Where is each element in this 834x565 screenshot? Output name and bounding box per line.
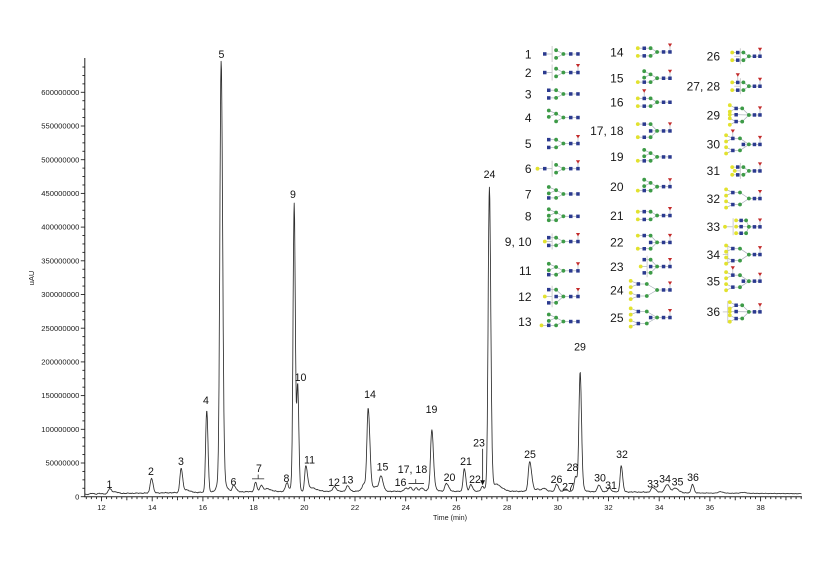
svg-text:12: 12 xyxy=(328,477,340,489)
svg-text:4: 4 xyxy=(525,111,532,125)
svg-text:11: 11 xyxy=(519,264,532,278)
svg-text:15: 15 xyxy=(610,72,624,86)
svg-text:24: 24 xyxy=(484,169,496,181)
svg-text:16: 16 xyxy=(610,96,624,110)
svg-text:7: 7 xyxy=(525,187,532,201)
svg-text:30: 30 xyxy=(594,472,606,484)
svg-text:31: 31 xyxy=(707,164,721,178)
svg-text:16: 16 xyxy=(395,477,407,489)
svg-text:150000000: 150000000 xyxy=(41,391,79,400)
svg-text:38: 38 xyxy=(756,503,764,512)
svg-text:500000000: 500000000 xyxy=(41,155,79,164)
svg-text:50000000: 50000000 xyxy=(46,459,80,468)
svg-text:14: 14 xyxy=(610,45,624,59)
svg-text:33: 33 xyxy=(707,220,721,234)
svg-text:13: 13 xyxy=(518,315,532,329)
svg-text:400000000: 400000000 xyxy=(41,223,79,232)
svg-text:35: 35 xyxy=(707,275,721,289)
svg-text:25: 25 xyxy=(610,311,624,325)
svg-text:13: 13 xyxy=(342,474,354,486)
svg-text:5: 5 xyxy=(219,49,225,61)
svg-text:17, 18: 17, 18 xyxy=(590,124,624,138)
svg-text:0: 0 xyxy=(75,492,79,501)
svg-text:10: 10 xyxy=(295,372,307,384)
svg-text:7: 7 xyxy=(256,463,262,475)
svg-text:6: 6 xyxy=(525,162,532,176)
svg-text:550000000: 550000000 xyxy=(41,122,79,131)
svg-text:300000000: 300000000 xyxy=(41,290,79,299)
svg-text:27: 27 xyxy=(562,481,574,493)
svg-text:uAU: uAU xyxy=(27,271,36,286)
svg-text:17, 18: 17, 18 xyxy=(398,464,428,476)
svg-text:32: 32 xyxy=(707,192,721,206)
svg-text:350000000: 350000000 xyxy=(41,256,79,265)
svg-text:8: 8 xyxy=(284,473,290,485)
svg-text:34: 34 xyxy=(707,248,721,262)
svg-text:450000000: 450000000 xyxy=(41,189,79,198)
svg-text:3: 3 xyxy=(525,87,532,101)
svg-text:21: 21 xyxy=(460,456,472,468)
svg-text:20: 20 xyxy=(300,503,308,512)
svg-text:20: 20 xyxy=(610,180,624,194)
svg-text:20: 20 xyxy=(444,472,456,484)
svg-text:19: 19 xyxy=(610,150,624,164)
svg-text:34: 34 xyxy=(659,473,671,485)
svg-text:28: 28 xyxy=(567,462,579,474)
svg-text:22: 22 xyxy=(469,474,481,486)
svg-text:25: 25 xyxy=(524,449,536,461)
svg-text:32: 32 xyxy=(616,449,628,461)
svg-text:24: 24 xyxy=(610,283,624,297)
svg-text:29: 29 xyxy=(574,341,586,353)
svg-text:8: 8 xyxy=(525,210,532,224)
svg-text:2: 2 xyxy=(525,66,532,80)
svg-text:9, 10: 9, 10 xyxy=(505,235,532,249)
svg-text:19: 19 xyxy=(426,404,438,416)
svg-text:24: 24 xyxy=(401,503,409,512)
svg-text:600000000: 600000000 xyxy=(41,88,79,97)
svg-text:27, 28: 27, 28 xyxy=(687,80,721,94)
svg-text:26: 26 xyxy=(452,503,460,512)
svg-text:34: 34 xyxy=(655,503,663,512)
svg-text:30: 30 xyxy=(707,138,721,152)
svg-text:22: 22 xyxy=(610,236,624,250)
svg-text:4: 4 xyxy=(203,395,209,407)
svg-text:23: 23 xyxy=(473,437,485,449)
svg-text:36: 36 xyxy=(687,472,699,484)
svg-text:6: 6 xyxy=(231,476,237,488)
svg-text:30: 30 xyxy=(554,503,562,512)
svg-text:2: 2 xyxy=(148,466,154,478)
svg-text:1: 1 xyxy=(525,47,532,61)
svg-text:21: 21 xyxy=(610,209,624,223)
svg-text:28: 28 xyxy=(503,503,511,512)
svg-text:15: 15 xyxy=(377,461,389,473)
svg-text:100000000: 100000000 xyxy=(41,425,79,434)
svg-text:1: 1 xyxy=(107,479,113,491)
svg-text:23: 23 xyxy=(610,260,624,274)
svg-text:11: 11 xyxy=(304,454,315,466)
svg-text:22: 22 xyxy=(351,503,359,512)
svg-text:18: 18 xyxy=(249,503,257,512)
svg-text:36: 36 xyxy=(707,305,721,319)
svg-text:33: 33 xyxy=(647,478,659,490)
svg-text:3: 3 xyxy=(178,456,184,468)
svg-text:Time (min): Time (min) xyxy=(433,513,467,522)
svg-text:200000000: 200000000 xyxy=(41,358,79,367)
svg-text:31: 31 xyxy=(605,480,617,492)
svg-text:12: 12 xyxy=(518,290,532,304)
svg-text:9: 9 xyxy=(290,189,296,201)
svg-text:29: 29 xyxy=(707,108,721,122)
svg-text:14: 14 xyxy=(148,503,156,512)
svg-text:14: 14 xyxy=(364,389,376,401)
svg-text:35: 35 xyxy=(672,476,684,488)
svg-text:12: 12 xyxy=(97,503,105,512)
svg-text:26: 26 xyxy=(707,50,721,64)
svg-text:36: 36 xyxy=(706,503,714,512)
svg-text:250000000: 250000000 xyxy=(41,324,79,333)
svg-text:5: 5 xyxy=(525,137,532,151)
svg-text:16: 16 xyxy=(199,503,207,512)
svg-text:26: 26 xyxy=(551,474,563,486)
svg-text:32: 32 xyxy=(604,503,612,512)
